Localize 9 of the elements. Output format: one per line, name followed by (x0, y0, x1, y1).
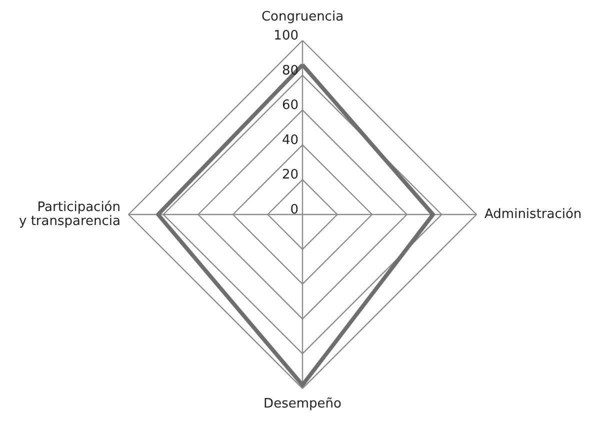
y-tick-label: 40 (282, 132, 299, 148)
spoke-label: Desempeño (264, 396, 342, 412)
y-tick-label: 20 (282, 168, 299, 183)
spoke-label: Participación y transparencia (19, 200, 121, 230)
y-tick-label: 100 (274, 28, 299, 44)
spoke-label: Administración (484, 207, 582, 222)
y-tick-label: 60 (282, 98, 299, 114)
spoke-label: Congruencia (261, 10, 344, 24)
y-tick-label: 0 (290, 202, 299, 218)
